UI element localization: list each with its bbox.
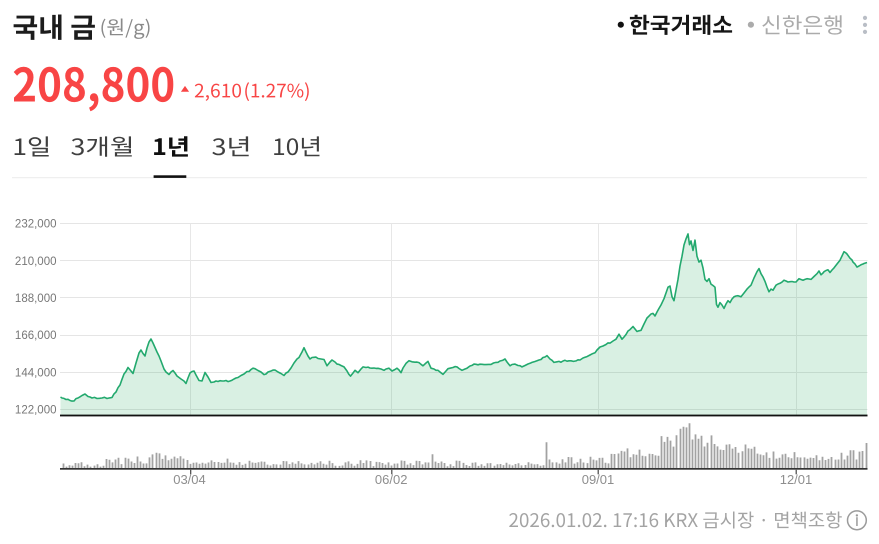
svg-text:09/01: 09/01 <box>582 472 615 487</box>
svg-text:06/02: 06/02 <box>375 472 408 487</box>
svg-text:144,000: 144,000 <box>15 367 57 379</box>
svg-text:166,000: 166,000 <box>15 330 57 342</box>
svg-text:188,000: 188,000 <box>15 293 57 305</box>
svg-text:210,000: 210,000 <box>15 256 57 268</box>
svg-text:122,000: 122,000 <box>15 405 57 417</box>
svg-text:232,000: 232,000 <box>15 219 57 231</box>
svg-text:12/01: 12/01 <box>780 472 813 487</box>
svg-text:03/04: 03/04 <box>173 472 206 487</box>
